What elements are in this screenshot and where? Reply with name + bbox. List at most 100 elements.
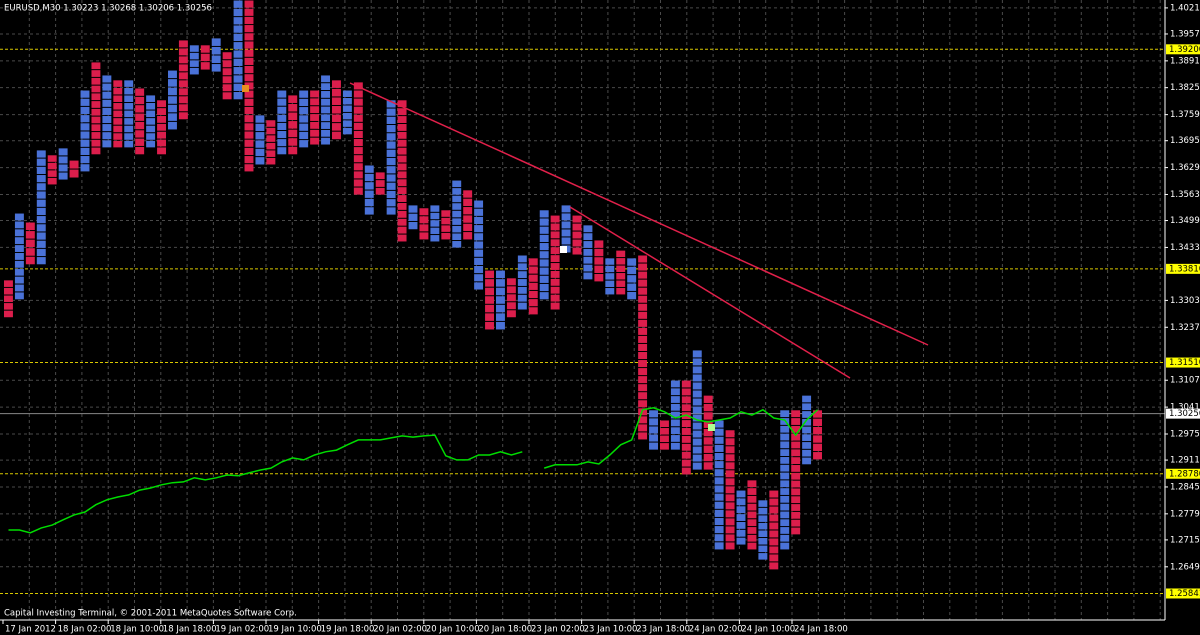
pf-column	[813, 410, 822, 460]
pf-box	[233, 91, 243, 100]
pf-box	[321, 129, 330, 137]
pf-box	[616, 280, 626, 287]
pf-box	[124, 80, 134, 87]
pf-box	[561, 221, 571, 229]
pf-box	[780, 472, 790, 480]
pf-box	[430, 220, 440, 227]
pf-box	[681, 388, 691, 396]
pf-box	[802, 403, 812, 411]
pf-box	[452, 195, 462, 203]
pf-box	[583, 256, 593, 264]
pf-box	[474, 208, 484, 216]
pf-box	[36, 232, 46, 240]
pf-box	[80, 106, 90, 115]
pf-box	[539, 292, 549, 300]
x-tick-label: 20 Jan 02:00	[373, 625, 427, 635]
pf-box	[288, 129, 298, 138]
pf-box	[364, 173, 374, 182]
pf-box	[736, 506, 746, 514]
pf-box	[332, 80, 341, 88]
pf-box	[528, 266, 538, 274]
pf-box	[157, 131, 166, 139]
pf-column	[539, 210, 549, 300]
pf-box	[539, 251, 549, 259]
pf-box	[244, 57, 254, 65]
price-line	[8, 407, 819, 534]
pf-column	[419, 208, 429, 240]
pf-box	[474, 200, 484, 208]
pf-column	[288, 95, 298, 155]
pf-box	[397, 155, 407, 163]
pf-box	[496, 279, 505, 287]
pf-column	[692, 350, 702, 470]
pf-box	[692, 414, 702, 422]
pf-box	[802, 434, 812, 442]
pf-box	[747, 488, 757, 495]
pf-box	[714, 428, 724, 436]
pf-box	[321, 137, 330, 145]
pf-box	[146, 133, 156, 140]
pf-box	[146, 110, 156, 118]
pf-box	[616, 273, 626, 280]
pf-box	[528, 290, 538, 299]
pf-box	[4, 280, 13, 287]
pf-box	[36, 216, 46, 224]
pf-box	[802, 426, 812, 434]
pf-box	[353, 122, 363, 130]
pf-box	[168, 113, 177, 121]
pf-box	[178, 48, 188, 56]
pf-box	[769, 506, 779, 514]
pf-box	[310, 121, 320, 129]
pf-box	[791, 496, 801, 504]
pf-box	[780, 542, 790, 550]
y-tick-label: 1.34336	[1170, 243, 1200, 253]
pf-column	[36, 150, 46, 265]
pf-box	[244, 33, 254, 41]
pf-box	[178, 96, 188, 104]
marker	[560, 246, 567, 253]
pf-box	[692, 350, 702, 358]
pf-box	[91, 108, 101, 116]
pf-box	[91, 139, 101, 147]
pf-box	[616, 250, 626, 258]
pf-box	[200, 53, 210, 62]
pf-box	[496, 296, 505, 304]
pf-box	[725, 462, 735, 470]
pf-box	[321, 106, 330, 114]
pf-box	[288, 121, 298, 129]
pf-box	[660, 435, 669, 443]
pf-box	[146, 125, 156, 133]
pf-box	[36, 150, 46, 158]
pf-box	[168, 96, 177, 104]
pf-box	[550, 255, 560, 263]
pf-box	[386, 116, 396, 125]
pf-box	[452, 241, 462, 248]
pf-column	[277, 90, 287, 155]
pf-box	[4, 287, 13, 295]
pf-box	[758, 530, 768, 538]
pf-column	[135, 88, 145, 155]
pf-box	[397, 234, 407, 242]
pf-box	[802, 442, 812, 449]
pf-box	[714, 501, 724, 509]
pf-box	[736, 514, 746, 521]
pf-box	[780, 519, 790, 527]
pf-box	[244, 65, 254, 74]
pf-box	[386, 125, 396, 133]
pf-box	[681, 428, 691, 435]
pf-column	[233, 0, 243, 100]
pf-box	[255, 123, 265, 132]
pf-box	[135, 138, 145, 146]
pf-box	[244, 98, 254, 106]
pf-box	[714, 509, 724, 517]
pf-box	[244, 156, 254, 164]
chart-title: EURUSD,M30 1.30223 1.30268 1.30206 1.302…	[4, 4, 212, 14]
pf-box	[178, 80, 188, 88]
pf-column	[452, 180, 462, 248]
pf-box	[244, 106, 254, 115]
pf-box	[135, 130, 145, 138]
pf-box	[14, 229, 24, 237]
pf-box	[670, 396, 680, 403]
pf-box	[496, 313, 505, 321]
pf-box	[649, 410, 658, 418]
